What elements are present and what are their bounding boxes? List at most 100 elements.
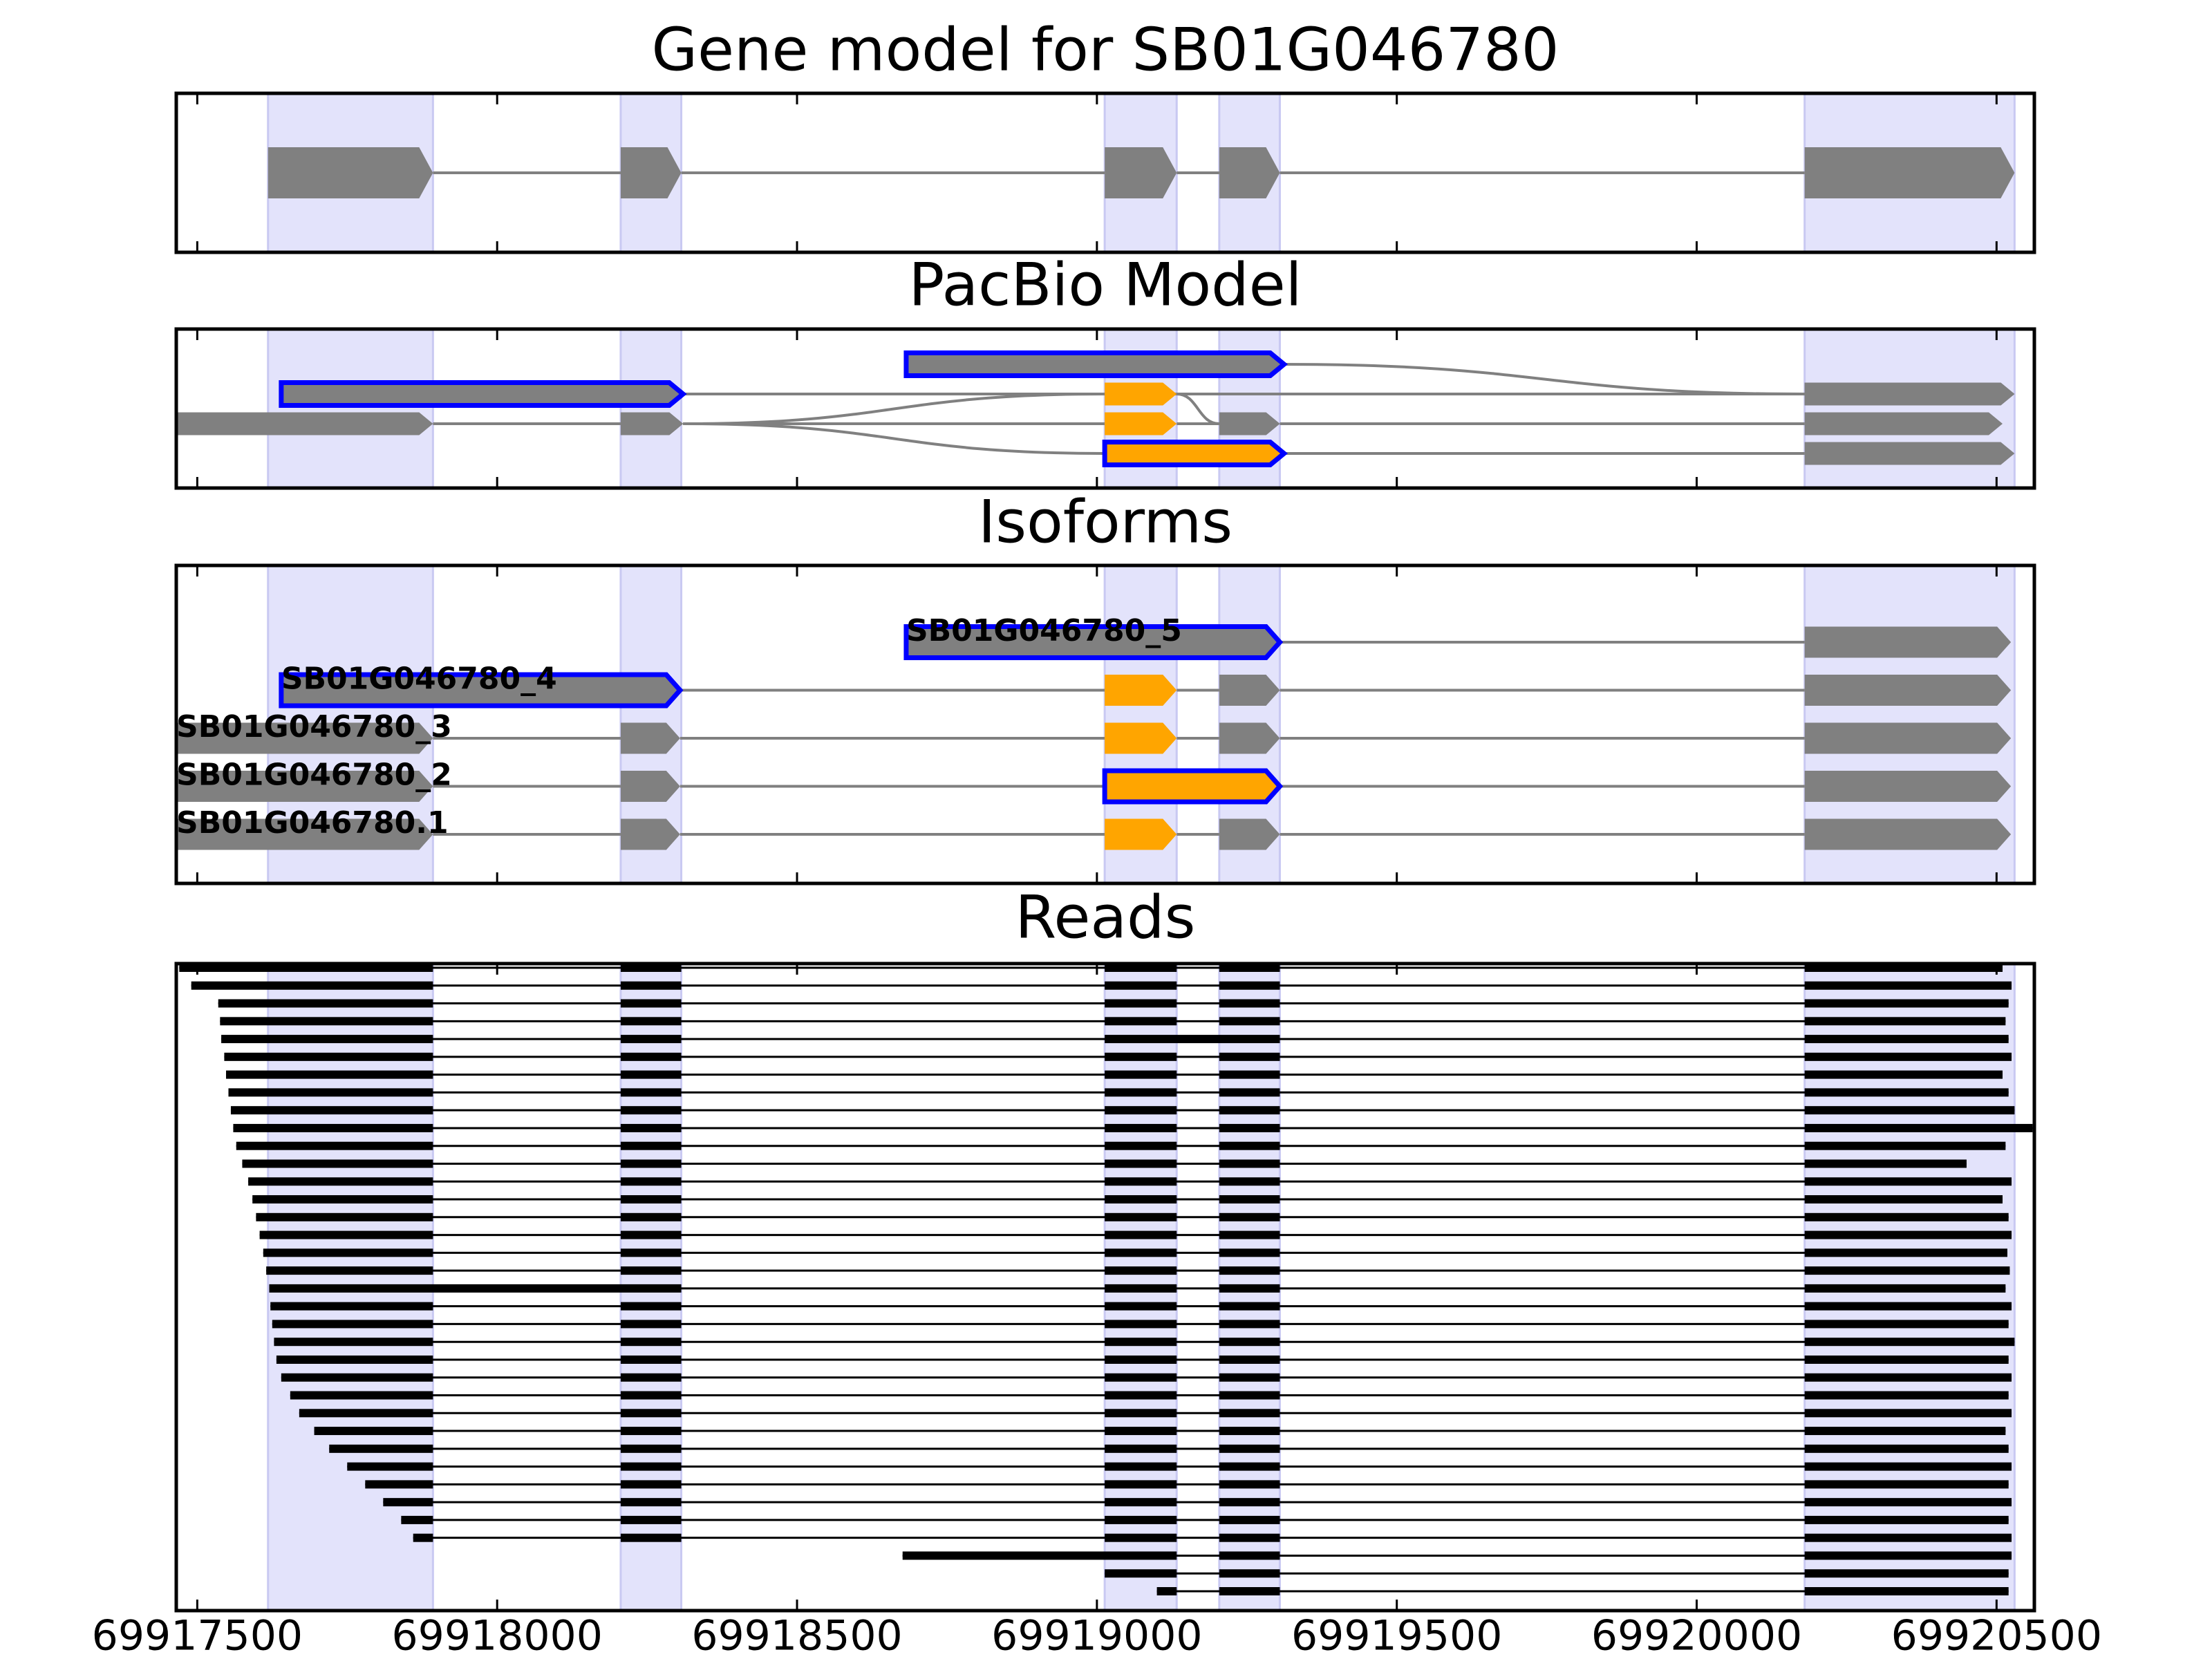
- read-block: [620, 1123, 682, 1132]
- read-block: [620, 1070, 682, 1079]
- read-block: [620, 1088, 682, 1097]
- read-block: [1105, 1195, 1177, 1204]
- read-block: [620, 1480, 682, 1489]
- read-block: [1804, 1195, 2003, 1204]
- read-block: [263, 1248, 433, 1257]
- read-block: [1804, 999, 2009, 1008]
- exon: [268, 147, 433, 198]
- exon: [620, 818, 680, 850]
- exon: [1804, 771, 2012, 802]
- x-tick-label: 69919500: [1291, 1612, 1502, 1659]
- exon: [1804, 412, 2003, 435]
- read-block: [1804, 1212, 2009, 1221]
- read-block: [1219, 1427, 1280, 1436]
- x-tick-label: 69920500: [1891, 1612, 2102, 1659]
- read-block: [1105, 1320, 1177, 1329]
- read-block: [1804, 1159, 1967, 1168]
- read-block: [1105, 1427, 1177, 1436]
- read-block: [329, 1444, 433, 1453]
- isoform-label: SB01G046780_4: [281, 662, 557, 697]
- intron: [1177, 393, 1220, 425]
- read-block: [1804, 1052, 2012, 1061]
- read-block: [1219, 1444, 1280, 1453]
- read-block: [347, 1462, 433, 1471]
- read-block: [1105, 981, 1177, 990]
- read-block: [620, 1017, 682, 1026]
- read-block: [242, 1159, 433, 1168]
- panel-title: Gene model for SB01G046780: [652, 15, 1559, 84]
- exon: [1804, 382, 2015, 406]
- read-block: [1105, 1409, 1177, 1418]
- read-block: [1219, 1248, 1280, 1257]
- exon-band: [619, 328, 683, 489]
- read-block: [1105, 1248, 1177, 1257]
- read-block: [1804, 981, 2012, 990]
- read-block: [1804, 1248, 2007, 1257]
- read-block: [1804, 1106, 2015, 1115]
- x-tick-label: 69918000: [392, 1612, 603, 1659]
- read-block: [1804, 1498, 2012, 1507]
- read-block: [1219, 1391, 1280, 1400]
- read-block: [269, 1284, 682, 1293]
- read-block: [620, 964, 682, 972]
- read-block: [620, 1320, 682, 1329]
- read-block: [218, 999, 433, 1008]
- read-block: [1804, 1444, 2009, 1453]
- read-block: [383, 1498, 433, 1507]
- axes-frame: [174, 962, 2036, 1613]
- read-block: [620, 1177, 682, 1186]
- read-block: [1804, 1266, 2010, 1275]
- read-block: [272, 1320, 433, 1329]
- read-block: [1105, 1498, 1177, 1507]
- read-block: [1804, 1177, 2012, 1186]
- exon: [620, 147, 682, 198]
- read-block: [1219, 1498, 1280, 1507]
- read-block: [1219, 999, 1280, 1008]
- read-block: [365, 1480, 433, 1489]
- read-block: [266, 1266, 433, 1275]
- read-block: [1105, 1480, 1177, 1489]
- read-block: [1804, 1302, 2012, 1311]
- read-block: [1804, 1355, 2009, 1364]
- read-block: [1219, 1017, 1280, 1026]
- read-block: [1219, 1569, 1280, 1578]
- read-block: [902, 1551, 1177, 1560]
- axes-frame: [174, 563, 2036, 885]
- exon: [620, 771, 680, 802]
- exon: [1804, 818, 2012, 850]
- read-block: [230, 1106, 433, 1115]
- read-block: [1219, 1515, 1280, 1524]
- exon: [1219, 675, 1280, 706]
- read-block: [1105, 1123, 1177, 1132]
- read-block: [620, 999, 682, 1008]
- read-block: [620, 1106, 682, 1115]
- read-block: [1105, 1141, 1177, 1150]
- read-block: [1105, 1515, 1177, 1524]
- read-block: [1219, 1141, 1280, 1150]
- read-block: [1105, 1355, 1177, 1364]
- read-block: [270, 1302, 433, 1311]
- read-block: [233, 1123, 433, 1132]
- read-block: [1219, 1123, 1280, 1132]
- read-block: [620, 1141, 682, 1150]
- read-block: [1105, 1035, 1280, 1044]
- read-block: [191, 981, 433, 990]
- isoform-label: SB01G046780_3: [176, 709, 452, 744]
- exon: [1804, 442, 2015, 465]
- isoform-label: SB01G046780.1: [176, 805, 449, 841]
- isoform-label: SB01G046780_5: [906, 613, 1182, 648]
- read-block: [1804, 1569, 2009, 1578]
- read-block: [1105, 1569, 1177, 1578]
- exon: [903, 624, 1284, 660]
- read-block: [290, 1391, 433, 1400]
- read-block: [620, 1533, 682, 1542]
- read-block: [224, 1052, 433, 1061]
- exon: [903, 350, 1288, 378]
- read-block: [1219, 1551, 1280, 1560]
- read-block: [1219, 1230, 1280, 1239]
- read-block: [620, 1355, 682, 1364]
- read-block: [1105, 1070, 1177, 1079]
- read-block: [1105, 1338, 1177, 1347]
- read-block: [1804, 1462, 2012, 1471]
- read-block: [1219, 1266, 1280, 1275]
